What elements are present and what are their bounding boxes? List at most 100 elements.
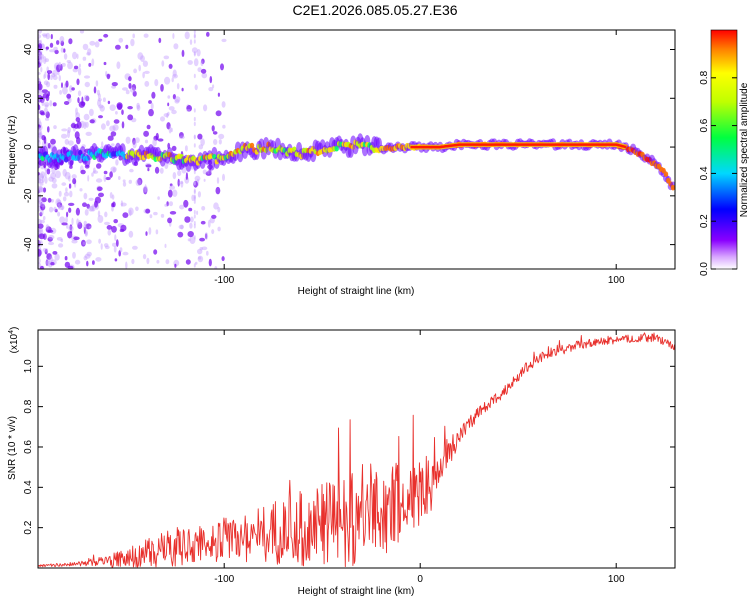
heatmap-noise-dot	[194, 175, 201, 182]
heatmap-noise-dot	[199, 237, 206, 242]
heatmap-noise-dot	[47, 197, 52, 203]
heatmap-noise-dot	[214, 266, 218, 269]
heatmap-noise-dot	[38, 98, 41, 104]
heatmap-noise-dot	[72, 51, 78, 60]
snr-scale-exponent: 4	[8, 330, 15, 334]
heatmap-noise-dot	[48, 234, 55, 240]
heatmap-noise-dot	[40, 66, 43, 73]
heatmap-noise-dot	[39, 182, 44, 186]
heatmap-noise-dot	[193, 143, 196, 148]
heatmap-noise-dot	[76, 53, 79, 60]
heatmap-noise-dot	[120, 202, 127, 207]
heatmap-noise-dot	[46, 260, 51, 265]
colorbar-tick-label: 0.8	[699, 70, 710, 84]
heatmap-noise-dot	[125, 89, 130, 95]
heatmap-noise-dot	[103, 243, 109, 248]
heatmap-noise-dot	[142, 60, 148, 67]
heatmap-noise-dot	[57, 211, 61, 217]
heatmap-noise-dot	[185, 172, 188, 181]
heatmap-noise-dot	[48, 241, 55, 246]
snr-y-tick-label: 0.2	[23, 520, 34, 534]
heatmap-noise-dot	[172, 94, 176, 100]
heatmap-noise-dot	[207, 170, 212, 175]
heatmap-noise-dot	[51, 167, 56, 174]
heatmap-noise-dot	[193, 116, 196, 122]
heatmap-noise-dot	[177, 170, 182, 177]
heatmap-noise-dot	[160, 116, 165, 122]
heatmap-noise-dot	[98, 192, 104, 198]
heatmap-noise-dot	[38, 55, 43, 61]
heatmap-noise-dot	[89, 108, 94, 117]
heatmap-noise-dot	[158, 37, 162, 44]
heatmap-noise-dot	[40, 188, 44, 193]
heatmap-noise-dot	[52, 69, 58, 77]
heatmap-noise-dot	[82, 202, 87, 207]
heatmap-noise-dot	[57, 203, 61, 210]
heatmap-noise-dot	[73, 236, 80, 241]
heatmap-noise-dot	[97, 99, 102, 107]
heatmap-noise-dot	[176, 83, 180, 90]
heatmap-noise-dot	[44, 58, 49, 63]
heatmap-noise-dot	[45, 32, 50, 40]
heatmap-noise-dot	[63, 191, 70, 197]
heatmap-noise-dot	[149, 214, 153, 219]
heatmap-noise-dot	[125, 261, 128, 269]
heatmap-noise-dot	[39, 212, 43, 217]
heatmap-noise-dot	[217, 92, 220, 97]
heatmap-noise-dot	[76, 121, 82, 129]
heatmap-noise-dot	[211, 214, 217, 219]
heatmap-noise-dot	[107, 100, 111, 105]
heatmap-noise-dot	[180, 180, 184, 188]
heatmap-noise-dot	[146, 257, 150, 265]
heatmap-noise-dot	[98, 104, 104, 109]
colorbar: 0.0 0.2 0.4 0.6 0.8 Normalized spectral ampl…	[699, 29, 750, 276]
heatmap-noise-dot	[116, 102, 123, 110]
snr-y-tick-label: 0.8	[23, 399, 34, 413]
colorbar-tick-label: 0.6	[699, 118, 710, 132]
heatmap-noise-dot	[132, 33, 135, 39]
heatmap-noise-dot	[155, 132, 159, 141]
heatmap-noise-dot	[100, 243, 103, 250]
heatmap-noise-dot	[38, 187, 42, 194]
heatmap-noise-dot	[114, 258, 118, 262]
heatmap-noise-dot	[203, 178, 206, 182]
heatmap-noise-dot	[38, 218, 42, 225]
heatmap-noise-dot	[83, 226, 86, 235]
heatmap-noise-dot	[46, 70, 53, 74]
heatmap-noise-dot	[50, 172, 57, 180]
heatmap-noise-dot	[91, 58, 95, 67]
heatmap-noise-dot	[190, 216, 194, 223]
heatmap-noise-dot	[41, 33, 48, 37]
heatmap-noise-dot	[135, 206, 139, 212]
heatmap-noise-dot	[83, 220, 88, 226]
heatmap-noise-dot	[38, 43, 43, 50]
heatmap-ridge-halo	[209, 158, 215, 171]
heatmap-noise-dot	[213, 202, 219, 210]
heatmap-noise-dot	[193, 195, 196, 200]
heatmap-noise-dot	[99, 105, 105, 112]
heatmap-noise-dot	[167, 217, 173, 224]
heatmap-noise-dot	[77, 221, 83, 230]
heatmap-noise-dot	[215, 186, 221, 195]
heatmap-noise-dot	[193, 263, 196, 268]
heatmap-noise-dot	[186, 105, 192, 112]
heatmap-noise-dot	[69, 85, 73, 93]
heatmap-noise-dot	[69, 190, 73, 198]
heatmap-noise-dot	[222, 173, 225, 181]
heatmap-noise-dot	[47, 229, 54, 233]
heatmap-noise-dot	[103, 174, 107, 182]
snr-marks	[38, 332, 675, 568]
heatmap-noise-dot	[95, 257, 102, 262]
heatmap-noise-dot	[83, 94, 90, 102]
heatmap-noise-dot	[113, 219, 118, 224]
heatmap-noise-dot	[77, 97, 80, 104]
heatmap-noise-dot	[179, 132, 184, 139]
heatmap-noise-dot	[71, 174, 77, 180]
heatmap-y-label: Frequency (Hz)	[7, 116, 18, 185]
heatmap-noise-dot	[78, 220, 81, 225]
heatmap-noise-dot	[203, 104, 208, 112]
heatmap-noise-dot	[68, 38, 73, 45]
heatmap-noise-dot	[51, 177, 57, 184]
heatmap-noise-dot	[71, 217, 74, 226]
heatmap-noise-dot	[172, 73, 178, 79]
